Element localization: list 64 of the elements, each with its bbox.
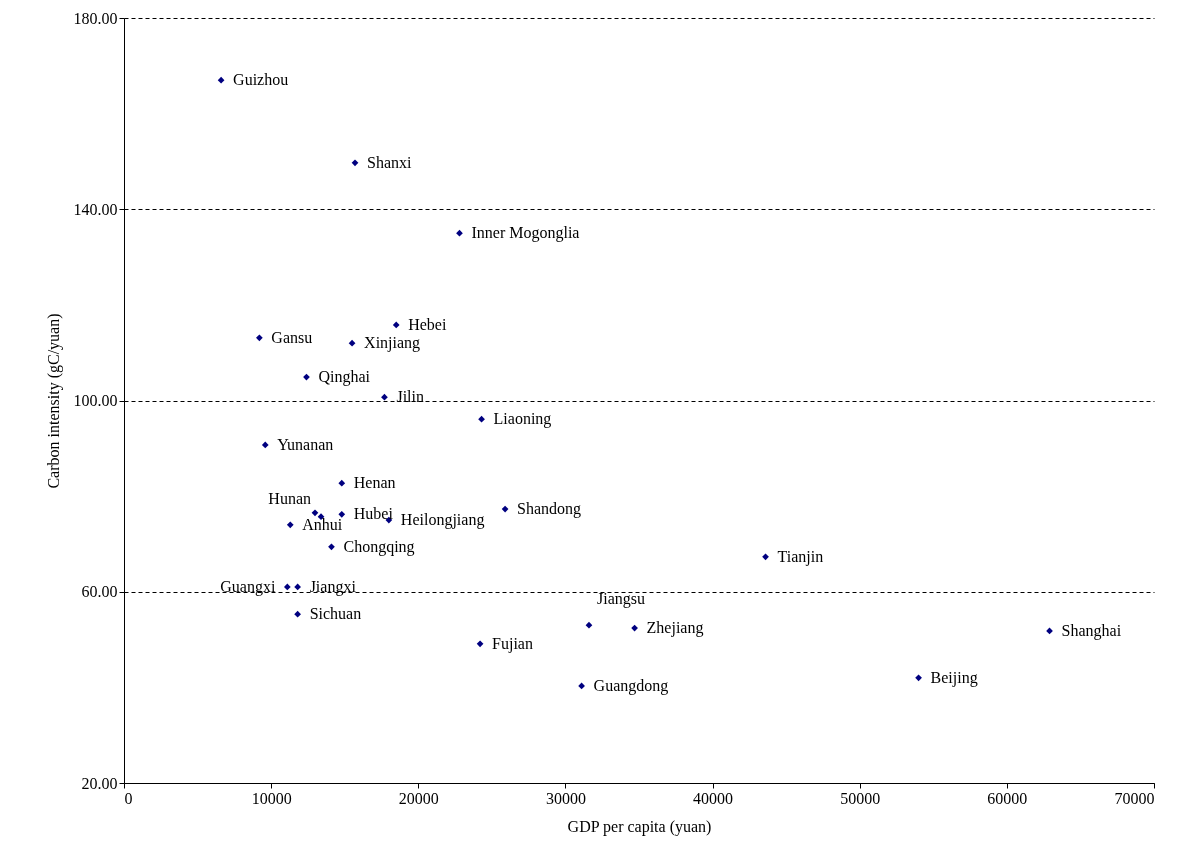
- point: [478, 415, 485, 423]
- point: [256, 334, 263, 342]
- point: [261, 441, 269, 449]
- annotation: Hebei: [408, 315, 447, 333]
- point: [286, 521, 294, 529]
- point: [456, 229, 463, 237]
- y-tick-label: 100.00: [73, 392, 118, 409]
- x-tick-label: 60000: [987, 789, 1028, 807]
- annotation: Guangxi: [220, 577, 276, 596]
- x-tick-label: 50000: [840, 789, 881, 807]
- annotation: Jiangsu: [596, 590, 645, 609]
- annotation: Shandong: [517, 500, 582, 519]
- annotation: Hubei: [353, 505, 394, 523]
- point: [311, 509, 319, 517]
- y-tick-label: 20.00: [81, 774, 118, 792]
- annotation: Yunanan: [277, 435, 334, 453]
- point: [915, 674, 922, 682]
- annotation: Qinghai: [318, 368, 371, 387]
- point: [338, 510, 346, 518]
- annotation: Tianjin: [777, 547, 824, 566]
- point: [501, 505, 509, 513]
- annotation: Liaoning: [493, 410, 552, 429]
- annotation: Guizhou: [233, 71, 289, 89]
- annotation: Jiangxi: [309, 577, 357, 596]
- y-tick-label: 60.00: [81, 583, 118, 601]
- x-tick-label: 70000: [1114, 789, 1155, 807]
- x-tick-label: 30000: [545, 789, 586, 807]
- annotation: Anhui: [302, 515, 343, 533]
- annotation: Gansu: [271, 328, 313, 346]
- x-tick-label: 20000: [398, 789, 439, 807]
- point: [294, 610, 301, 618]
- point: [578, 682, 585, 690]
- point: [283, 583, 291, 591]
- point: [392, 321, 400, 329]
- point: [338, 479, 346, 487]
- annotation: Xinjiang: [364, 334, 421, 353]
- annotation: Fujian: [492, 634, 533, 653]
- point: [348, 339, 356, 347]
- x-axis-title: GDP per capita (yuan): [567, 817, 712, 836]
- annotation: Shanxi: [367, 153, 413, 171]
- annotation: Inner Mogonglia: [471, 224, 580, 243]
- point: [762, 553, 769, 561]
- annotation: Heilongjiang: [400, 511, 485, 530]
- y-axis-title: Carbon intensity (gC/yuan): [44, 313, 63, 489]
- annotation: Zhejiang: [646, 619, 704, 638]
- annotation: Beijing: [930, 668, 978, 687]
- point: [381, 393, 388, 401]
- x-tick-label: 10000: [251, 789, 292, 807]
- annotation: Henan: [353, 474, 396, 492]
- y-tick-label: 180.00: [73, 9, 118, 27]
- point: [476, 640, 484, 648]
- annotation: Hunan: [268, 489, 311, 507]
- y-tick-label: 140.00: [73, 200, 118, 218]
- point: [631, 624, 638, 632]
- point: [585, 621, 593, 629]
- x-tick-label: 40000: [693, 789, 734, 807]
- annotation: Shanghai: [1061, 621, 1122, 640]
- annotation: Guangdong: [593, 676, 669, 695]
- annotation: Chongqing: [343, 537, 415, 556]
- point: [351, 159, 359, 167]
- point: [217, 76, 225, 84]
- annotation: Sichuan: [309, 605, 362, 623]
- x-tick-label: 0: [124, 789, 133, 807]
- point: [328, 543, 335, 551]
